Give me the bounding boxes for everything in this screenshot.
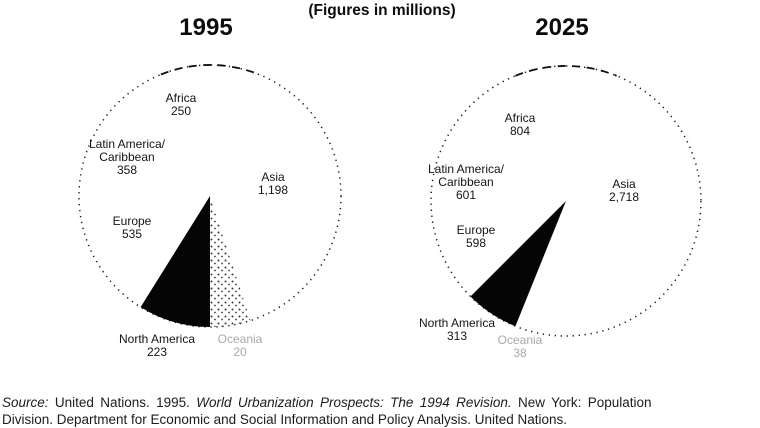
- pie-wedge-black: [140, 196, 210, 327]
- slice-value: 313: [446, 329, 468, 343]
- slice-value: 598: [465, 236, 487, 250]
- slice-label-latin-america-2025: Latin America/ Caribbean 601: [428, 163, 504, 202]
- slice-label-oceania-1995: Oceania 20: [218, 333, 263, 359]
- figure-caption: (Figures in millions): [308, 2, 456, 19]
- slice-name: Asia: [261, 170, 285, 184]
- slice-value: 250: [170, 104, 192, 118]
- slice-value: 223: [146, 345, 168, 359]
- slice-name: North America: [118, 332, 196, 346]
- slice-name: Caribbean: [99, 150, 155, 164]
- slice-name: Oceania: [497, 333, 543, 347]
- pie-wedge-black: [470, 201, 566, 327]
- source-citation: Source: United Nations. 1995. World Urba…: [2, 394, 758, 428]
- pie-chart-1995: [78, 64, 342, 328]
- pie-top-dashes: [160, 64, 260, 76]
- slice-label-africa-1995: Africa 250: [166, 92, 197, 118]
- slice-name: Caribbean: [438, 175, 494, 189]
- slice-label-latin-america-1995: Latin America/ Caribbean 358: [89, 138, 165, 177]
- slice-value: 358: [116, 163, 138, 177]
- slice-name: Oceania: [217, 332, 263, 346]
- slice-value: 1,198: [257, 183, 289, 197]
- slice-value: 804: [509, 124, 531, 138]
- slice-name: Asia: [612, 177, 636, 191]
- pie-top-dashes: [515, 65, 617, 77]
- pie-circle-outline: [430, 65, 702, 337]
- slice-name: North America: [418, 316, 496, 330]
- slice-name: Africa: [165, 91, 197, 105]
- year-title-2025: 2025: [535, 14, 589, 41]
- slice-label-asia-1995: Asia 1,198: [258, 171, 288, 197]
- slice-name: Latin America/: [88, 137, 166, 151]
- slice-name: Europe: [456, 223, 496, 237]
- pie-wedge-stippled: [210, 196, 251, 327]
- source-work-title: World Urbanization Prospects: The 1994 R…: [196, 394, 512, 410]
- slice-name: Latin America/: [427, 162, 505, 176]
- slice-label-africa-2025: Africa 804: [505, 112, 536, 138]
- slice-value: 601: [455, 188, 477, 202]
- year-title-1995: 1995: [179, 14, 233, 41]
- slice-label-europe-1995: Europe 535: [113, 215, 152, 241]
- slice-name: Europe: [112, 214, 152, 228]
- slice-value: 20: [233, 345, 247, 359]
- slice-label-oceania-2025: Oceania 38: [498, 334, 543, 360]
- pie-circle-outline: [78, 64, 342, 328]
- slice-label-north-america-1995: North America 223: [119, 333, 195, 359]
- slice-value: 2,718: [608, 190, 640, 204]
- slice-value: 535: [121, 227, 143, 241]
- source-line-2: Division. Department for Economic and So…: [2, 411, 568, 427]
- slice-label-europe-2025: Europe 598: [457, 224, 496, 250]
- slice-label-north-america-2025: North America 313: [419, 317, 495, 343]
- source-label: Source:: [2, 394, 49, 410]
- slice-name: Africa: [504, 111, 536, 125]
- pie-chart-2025: [430, 65, 702, 337]
- slice-label-asia-2025: Asia 2,718: [609, 178, 639, 204]
- source-line-1: Source: United Nations. 1995. World Urba…: [2, 394, 652, 410]
- slice-value: 38: [513, 346, 527, 360]
